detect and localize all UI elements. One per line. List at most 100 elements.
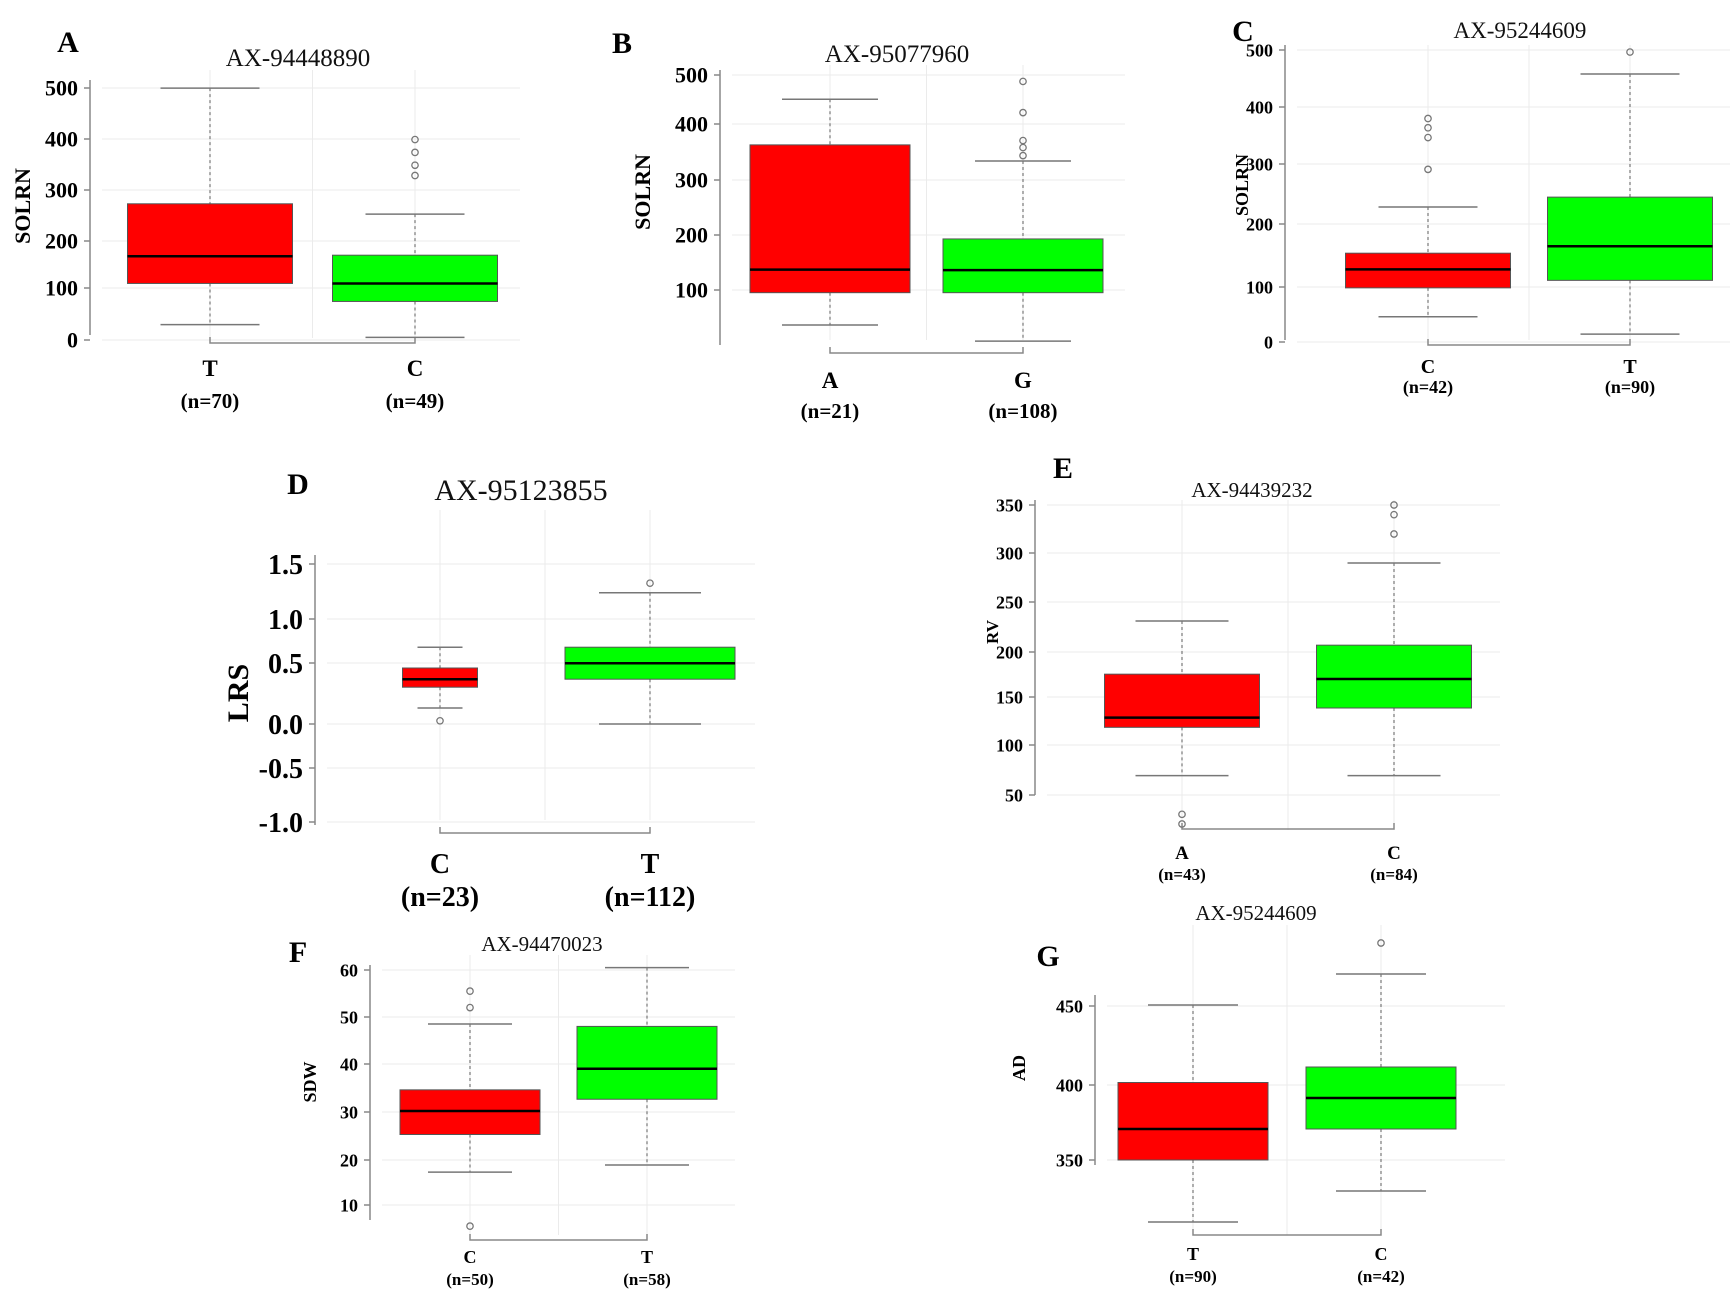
y-tick-label: 0	[1264, 332, 1273, 352]
y-tick-label: 450	[1056, 996, 1083, 1016]
chart-title: AX-95244609	[1454, 18, 1587, 43]
x-axis-bracket	[1427, 339, 1631, 346]
outlier-point	[466, 1003, 474, 1012]
chart-title: AX-94439232	[1191, 478, 1312, 502]
outlier-point	[1019, 151, 1027, 160]
y-tick-label: 60	[340, 960, 358, 980]
box-a	[749, 144, 911, 294]
x-category-label: T	[1623, 356, 1637, 378]
y-axis-label: RV	[983, 619, 1002, 644]
x-category-label: C	[407, 356, 424, 381]
outlier-point	[411, 171, 419, 180]
y-tick-label: 10	[340, 1195, 358, 1215]
outlier-point	[1390, 530, 1398, 538]
y-tick-label: 400	[675, 112, 708, 137]
y-tick-label: 1.0	[268, 605, 303, 636]
y-tick-label: -0.5	[259, 754, 303, 785]
y-tick-label: 350	[996, 495, 1023, 515]
x-count-label: (n=21)	[801, 399, 860, 423]
y-tick-label: 200	[996, 642, 1023, 662]
x-axis-bracket	[439, 827, 651, 834]
y-tick-label: 300	[45, 178, 78, 203]
y-tick-label: -1.0	[259, 808, 303, 839]
y-tick-label: 0	[67, 328, 78, 353]
chart-title: AX-94470023	[481, 932, 602, 956]
x-count-label: (n=84)	[1370, 865, 1417, 884]
x-count-label: (n=42)	[1403, 377, 1453, 398]
y-tick-label: 0.0	[268, 710, 303, 741]
x-category-label: A	[822, 368, 839, 393]
x-count-label: (n=90)	[1169, 1267, 1216, 1286]
y-tick-label: 300	[996, 543, 1023, 563]
x-category-label: C	[430, 849, 450, 880]
box-a	[1104, 673, 1260, 728]
x-category-label: T	[1187, 1244, 1199, 1264]
outlier-point	[646, 579, 654, 588]
x-category-label: C	[464, 1247, 477, 1267]
x-count-label: (n=58)	[623, 1270, 670, 1289]
y-tick-label: 500	[675, 63, 708, 88]
x-axis-bracket	[1192, 1229, 1382, 1236]
x-category-label: T	[641, 849, 660, 880]
outlier-point	[1377, 939, 1385, 947]
box-t	[127, 203, 293, 284]
boxplot-panel-e: 50 100 150 200 250 300 350 A(n=43) C(n=84) E AX-94…	[983, 452, 1500, 884]
x-count-label: (n=108)	[988, 399, 1057, 423]
chart-title: AX-95077960	[825, 41, 969, 68]
y-tick-label: 300	[675, 168, 708, 193]
y-tick-label: 100	[675, 278, 708, 303]
boxplot-panel-f: 10 20 30 40 50 60 C (n=50) T (n=58) F AX-94470023 SD…	[289, 932, 735, 1289]
outlier-point	[1178, 820, 1186, 828]
outlier-point	[1019, 77, 1027, 86]
outlier-point	[411, 135, 419, 144]
y-tick-label: 100	[1246, 277, 1273, 297]
y-tick-label: 30	[340, 1102, 358, 1122]
chart-title: AX-95244609	[1195, 901, 1316, 925]
x-category-label: C	[1387, 843, 1401, 864]
box-t	[1547, 196, 1713, 281]
x-count-label: (n=43)	[1158, 865, 1205, 884]
y-axis-label: AD	[1009, 1055, 1029, 1081]
outlier-point	[1424, 133, 1432, 142]
outlier-point	[1424, 123, 1432, 132]
chart-title: AX-95123855	[434, 474, 607, 507]
panel-letter: A	[57, 26, 79, 59]
x-count-label: (n=23)	[401, 882, 479, 913]
x-count-label: (n=70)	[181, 389, 240, 413]
y-tick-label: 500	[45, 76, 78, 101]
x-axis-bracket	[469, 1234, 648, 1241]
y-axis-label: SOLRN	[10, 168, 35, 244]
boxplot-panel-g: 350 400 450 T (n=90) C (n=42) G AX-95244609 AD	[1009, 901, 1505, 1286]
outlier-point	[1178, 810, 1186, 819]
y-tick-label: 300	[1246, 154, 1273, 174]
panel-letter: C	[1232, 15, 1254, 48]
y-tick-label: 1.5	[268, 550, 303, 581]
outlier-point	[1626, 48, 1634, 56]
x-category-label: A	[1175, 843, 1189, 864]
panel-letter: B	[612, 27, 632, 60]
y-tick-label: 100	[45, 276, 78, 301]
y-tick-label: 400	[1246, 97, 1273, 117]
x-axis-bracket	[829, 347, 1024, 354]
y-tick-label: 0.5	[268, 649, 303, 680]
outlier-point	[436, 716, 444, 725]
boxplot-panel-d: -1.0 -0.5 0.0 0.5 1.0 1.5 C(n=23) T(n=112) D AX-9…	[222, 468, 755, 913]
outlier-point	[1390, 510, 1398, 519]
outlier-point	[1019, 108, 1027, 117]
y-tick-label: 350	[1056, 1150, 1083, 1170]
panel-letter: E	[1053, 452, 1073, 485]
x-count-label: (n=90)	[1605, 377, 1655, 398]
outlier-point	[411, 148, 419, 157]
box-c	[1316, 644, 1472, 709]
box-t	[1117, 1082, 1269, 1161]
box-c	[402, 667, 478, 688]
y-tick-label: 500	[1246, 40, 1273, 60]
y-tick-label: 40	[340, 1054, 358, 1074]
x-count-label: (n=50)	[446, 1270, 493, 1289]
outlier-point	[1019, 136, 1027, 145]
x-category-label: T	[202, 356, 217, 381]
x-axis-bracket	[1181, 823, 1395, 830]
y-axis-label: SOLRN	[630, 154, 655, 230]
outlier-point	[411, 161, 419, 170]
chart-title: AX-94448890	[226, 45, 370, 72]
